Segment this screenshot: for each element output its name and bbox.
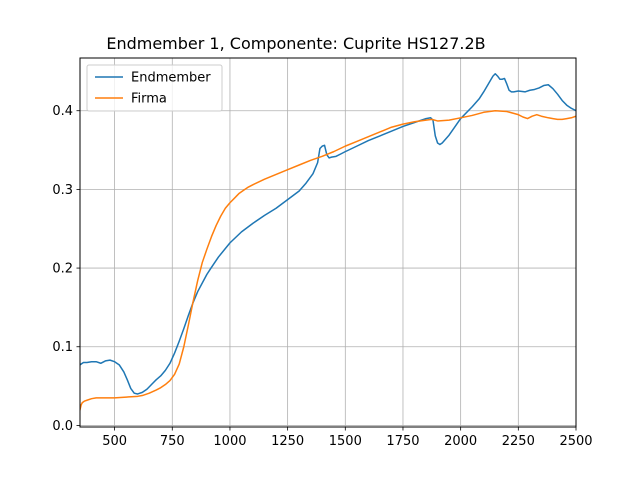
legend-label-endmember: Endmember <box>131 71 211 86</box>
x-tick-label: 2000 <box>444 434 477 449</box>
y-tick-label: 0.0 <box>52 419 73 434</box>
x-tick-label: 2250 <box>502 434 535 449</box>
y-tick-label: 0.4 <box>52 104 73 119</box>
series-line-firma <box>80 109 576 411</box>
series-lines <box>80 72 576 411</box>
y-tick-label: 0.2 <box>52 262 73 277</box>
x-tick-label: 1250 <box>271 434 304 449</box>
axis-ticks: 500 750 1000 1250 1500 1750 2000 2250 2500 0.0 0.1… <box>52 104 592 449</box>
x-tick-label: 2500 <box>559 434 592 449</box>
y-tick-label: 0.3 <box>52 183 73 198</box>
legend: Endmember Firma <box>86 64 223 112</box>
y-tick-label: 0.1 <box>52 340 73 355</box>
x-tick-label: 1500 <box>329 434 362 449</box>
chart-title: Endmember 1, Componente: Cuprite HS127.2… <box>106 34 485 53</box>
x-tick-label: 500 <box>102 434 127 449</box>
legend-label-firma: Firma <box>131 92 167 107</box>
x-tick-label: 1750 <box>386 434 419 449</box>
x-tick-label: 1000 <box>213 434 246 449</box>
series-line-endmember <box>80 72 576 395</box>
x-tick-label: 750 <box>160 434 185 449</box>
plot-frame <box>79 57 577 428</box>
